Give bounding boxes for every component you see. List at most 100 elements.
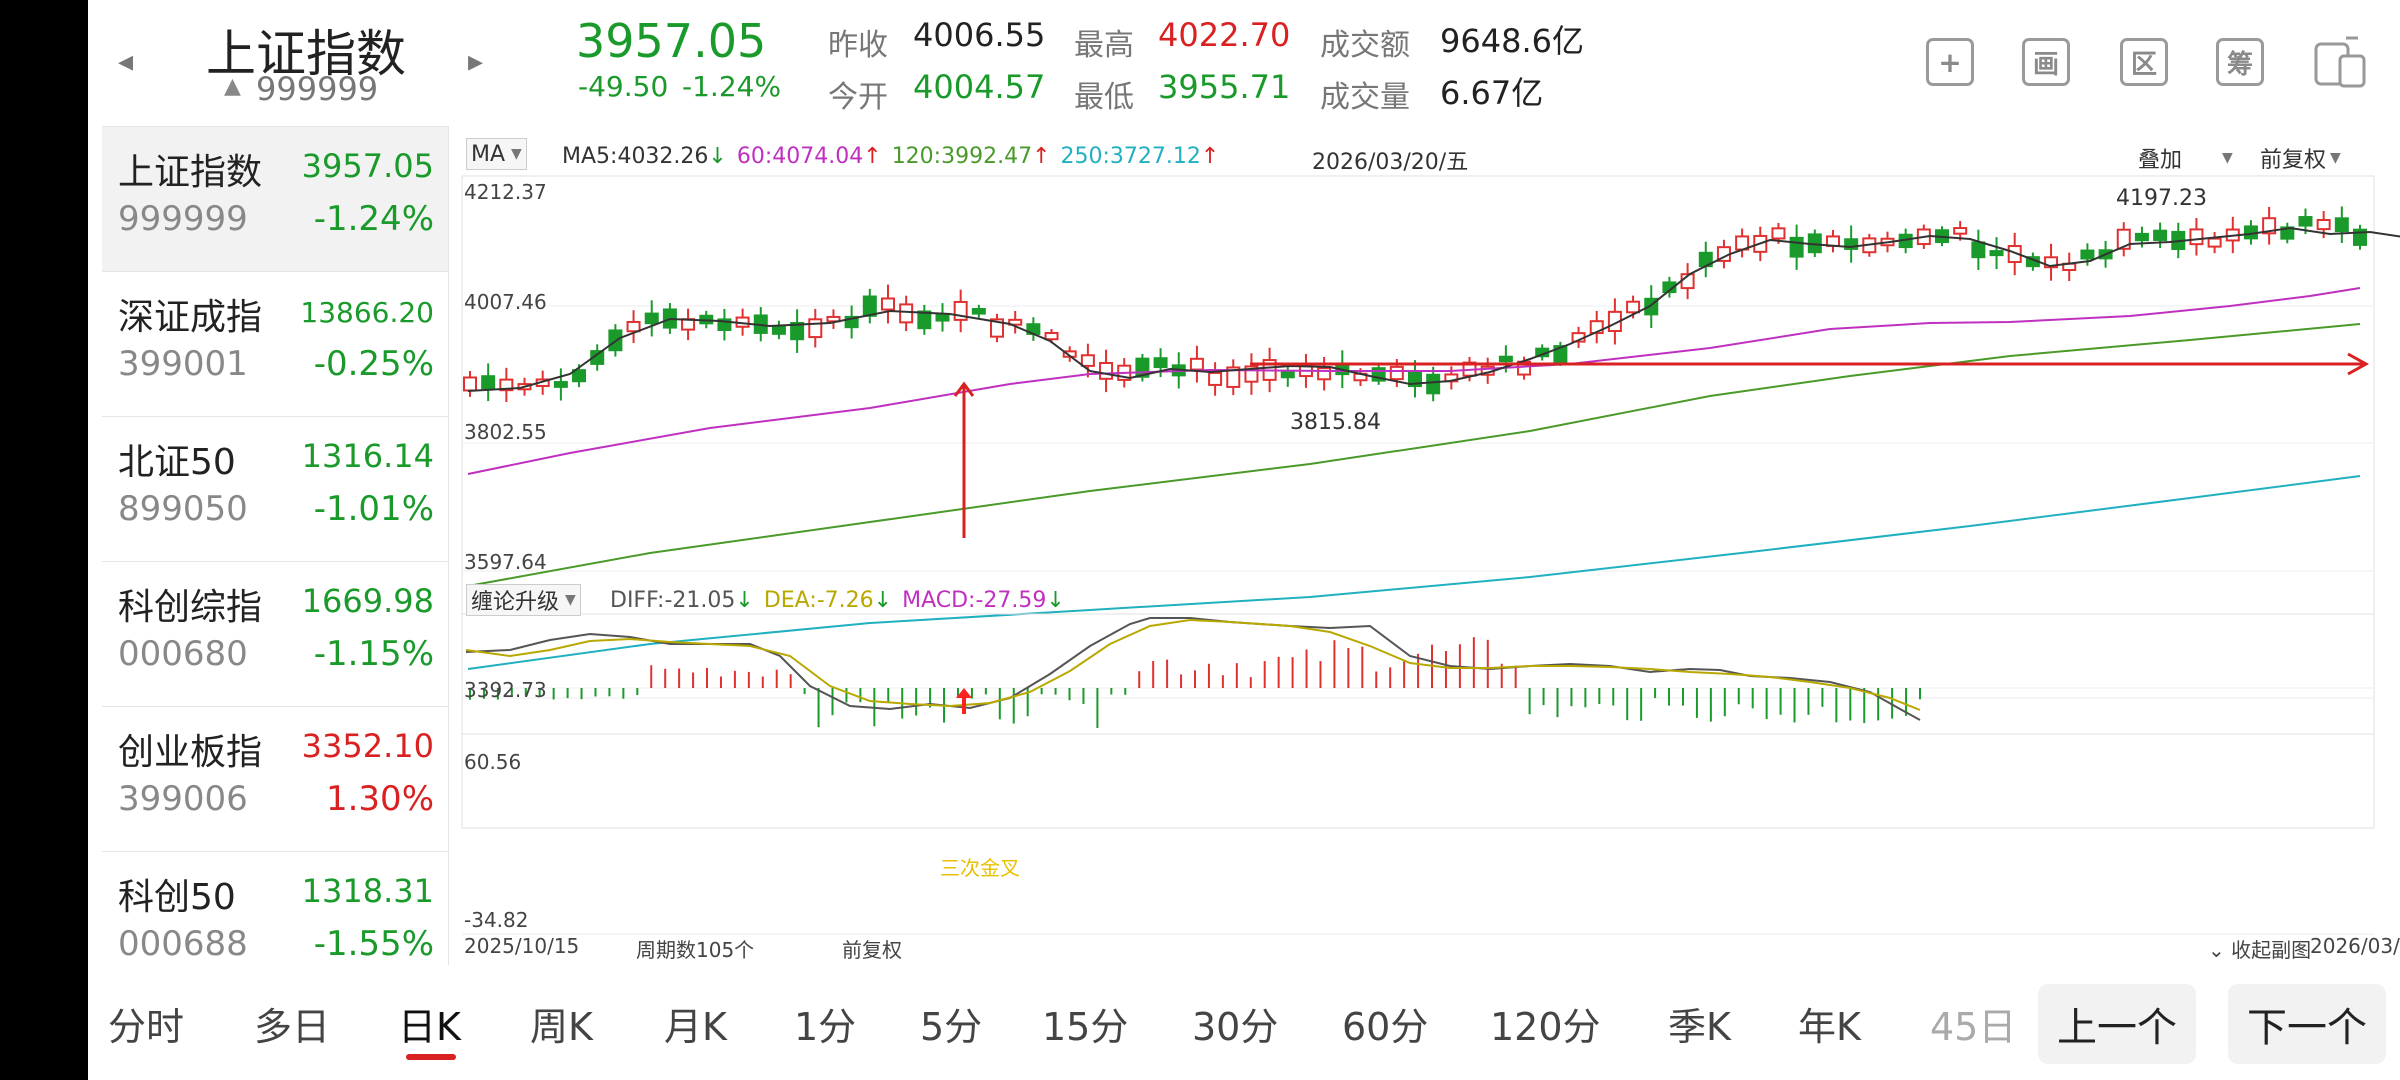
candle-body bbox=[917, 310, 932, 330]
adjust-selector[interactable]: 前复权 ▼ bbox=[2260, 142, 2341, 174]
sidebar-item-name: 上证指数 bbox=[118, 152, 263, 193]
chips-icon[interactable]: 筹 bbox=[2216, 38, 2264, 86]
sidebar-item-chinext[interactable]: 创业板指 399006 3352.10 1.30% bbox=[102, 707, 448, 852]
end-date: 2026/03/20 bbox=[2310, 934, 2400, 958]
tab-120min[interactable]: 120分 bbox=[1490, 1005, 1601, 1049]
candle-body bbox=[1789, 236, 1804, 258]
tab-weekly-k[interactable]: 周K bbox=[530, 1005, 593, 1049]
sub-indicator-selector[interactable]: 缠论升级 ▼ bbox=[466, 584, 581, 616]
candle-body bbox=[935, 313, 950, 322]
diff-value: DIFF:-21.05 bbox=[610, 588, 736, 613]
main-indicator-selector[interactable]: MA ▼ bbox=[466, 138, 527, 170]
candle-body bbox=[626, 320, 641, 333]
candle-body bbox=[1662, 281, 1677, 294]
candle-body bbox=[808, 318, 823, 339]
candle-body bbox=[2153, 229, 2168, 241]
ma60-line bbox=[467, 287, 2361, 475]
tab-intraday[interactable]: 分时 bbox=[108, 1005, 185, 1049]
quote-value-prev-close: 4006.55 bbox=[913, 16, 1046, 54]
quote-value-turnover: 9648.6亿 bbox=[1440, 22, 1584, 60]
candle-body bbox=[1317, 367, 1332, 381]
sidebar-item-shanghai[interactable]: 上证指数 999999 3957.05 -1.24% bbox=[102, 127, 448, 272]
candle-body bbox=[899, 303, 914, 324]
sidebar-item-beijing50[interactable]: 北证50 899050 1316.14 -1.01% bbox=[102, 417, 448, 562]
sidebar-item-code: 000688 bbox=[118, 924, 248, 964]
sidebar-item-shenzhen[interactable]: 深证成指 399001 13866.20 -0.25% bbox=[102, 272, 448, 417]
candle-body bbox=[1153, 357, 1168, 369]
range-icon[interactable]: 区 bbox=[2120, 38, 2168, 86]
tab-30min[interactable]: 30分 bbox=[1192, 1005, 1279, 1049]
prev-button[interactable]: 上一个 bbox=[2038, 984, 2196, 1064]
sidebar-item-pct: -1.24% bbox=[313, 199, 434, 239]
tab-multiday[interactable]: 多日 bbox=[254, 1005, 331, 1049]
candle-body bbox=[1044, 332, 1059, 341]
candle-body bbox=[2189, 228, 2204, 246]
tab-monthly-k[interactable]: 月K bbox=[664, 1005, 727, 1049]
ma60-value: 60:4074.04 bbox=[736, 144, 864, 169]
candle-body bbox=[1771, 227, 1786, 240]
sidebar-item-code: 399001 bbox=[118, 344, 248, 384]
next-button[interactable]: 下一个 bbox=[2228, 984, 2386, 1064]
arrow-up-icon: ↑ bbox=[863, 144, 882, 169]
chart-frame bbox=[461, 175, 2375, 829]
arrow-up-icon: ↑ bbox=[1032, 144, 1051, 169]
candle-body bbox=[2080, 249, 2095, 260]
kline-chart-panel[interactable]: MA ▼ MA5:4032.26 ↓ 60:4074.04 ↑ 120:3992.47… bbox=[450, 126, 2400, 964]
add-icon[interactable]: + bbox=[1926, 38, 1974, 86]
candle-body bbox=[2334, 217, 2349, 233]
sidebar-item-name: 创业板指 bbox=[118, 732, 263, 773]
tab-daily-k[interactable]: 日K bbox=[398, 1005, 461, 1049]
tab-5min[interactable]: 5分 bbox=[920, 1005, 983, 1049]
chevron-down-icon: ⌄ bbox=[2208, 938, 2225, 962]
sidebar-item-code: 399006 bbox=[118, 779, 248, 819]
candle-body bbox=[1971, 241, 1986, 259]
app-window: ◂ 上证指数 ▲ 999999 ▸ 3957.05 -49.50 -1.24% … bbox=[88, 0, 2400, 1080]
overlay-selector[interactable]: 叠加 ▼ bbox=[2138, 142, 2233, 174]
chevron-down-icon: ▼ bbox=[565, 592, 576, 608]
sidebar-item-star-composite[interactable]: 科创综指 000680 1669.98 -1.15% bbox=[102, 562, 448, 707]
arrow-down-icon: ↓ bbox=[1046, 588, 1065, 613]
collapse-subchart-button[interactable]: ⌄ 收起副图 bbox=[2208, 934, 2311, 963]
sub-indicator-label: 缠论升级 bbox=[471, 590, 560, 615]
candle-body bbox=[1844, 238, 1859, 250]
quote-label-low: 最低 bbox=[1074, 80, 1134, 115]
quote-value-volume: 6.67亿 bbox=[1440, 74, 1544, 112]
kline-chart-svg[interactable] bbox=[450, 126, 2400, 964]
sidebar-item-star50[interactable]: 科创50 000688 1318.31 -1.55% bbox=[102, 852, 448, 965]
index-list-sidebar: 上证指数 999999 3957.05 -1.24% 深证成指 399001 1… bbox=[102, 126, 449, 965]
chevron-down-icon: ▼ bbox=[2330, 150, 2341, 166]
sidebar-item-price: 1318.31 bbox=[301, 872, 434, 910]
arrow-down-icon: ↓ bbox=[735, 588, 754, 613]
quote-label-prev-close: 昨收 bbox=[828, 28, 888, 63]
footer-adjust: 前复权 bbox=[842, 938, 902, 962]
candle-body bbox=[2262, 217, 2277, 235]
sidebar-item-pct: -1.55% bbox=[313, 924, 434, 964]
chart-date: 2026/03/20/五 bbox=[1312, 150, 1469, 175]
candle-body bbox=[971, 307, 986, 315]
tab-yearly-k[interactable]: 年K bbox=[1798, 1005, 1861, 1049]
tab-45day[interactable]: 45日 bbox=[1930, 1005, 2017, 1049]
next-stock-arrow-icon[interactable]: ▸ bbox=[468, 44, 484, 79]
period-count: 周期数105个 bbox=[636, 938, 755, 962]
arrow-up-icon bbox=[956, 688, 972, 714]
candle-body bbox=[1208, 371, 1223, 386]
ma120-value: 120:3992.47 bbox=[891, 144, 1033, 169]
candle-body bbox=[1426, 373, 1441, 395]
price-change: -49.50 bbox=[578, 70, 669, 103]
tab-15min[interactable]: 15分 bbox=[1042, 1005, 1129, 1049]
high-label: 4197.23 bbox=[2116, 186, 2207, 211]
start-date: 2025/10/15 bbox=[464, 934, 580, 958]
tab-quarterly-k[interactable]: 季K bbox=[1668, 1005, 1731, 1049]
draw-icon[interactable]: 画 bbox=[2022, 38, 2070, 86]
ma5-line bbox=[467, 226, 2400, 392]
candlestick-group bbox=[463, 206, 2367, 403]
fullscreen-icon[interactable] bbox=[2310, 32, 2370, 92]
prev-stock-arrow-icon[interactable]: ◂ bbox=[118, 44, 134, 79]
candle-body bbox=[1498, 355, 1513, 363]
candle-body bbox=[1226, 366, 1241, 388]
candle-body bbox=[1008, 318, 1023, 326]
tab-60min[interactable]: 60分 bbox=[1342, 1005, 1429, 1049]
y-label-4: 3597.64 bbox=[464, 550, 547, 574]
candle-body bbox=[2044, 256, 2059, 269]
tab-1min[interactable]: 1分 bbox=[794, 1005, 857, 1049]
